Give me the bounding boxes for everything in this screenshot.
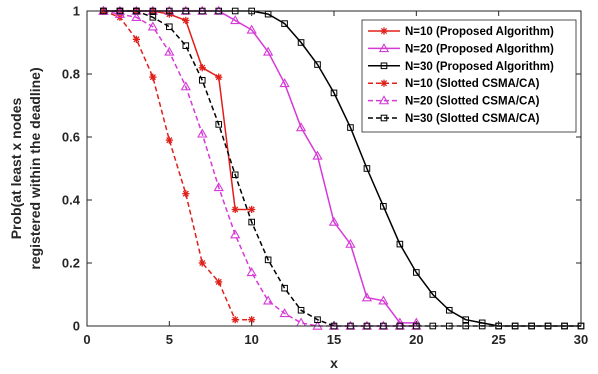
x-tick-label: 25 (491, 332, 505, 347)
x-tick-label: 20 (409, 332, 423, 347)
legend-label: N=10 (Proposed Algorithm) (405, 26, 554, 38)
legend-entry-3: N=30 (Proposed Algorithm) (368, 61, 554, 73)
data-point (215, 73, 223, 81)
data-point (345, 238, 356, 248)
data-point (165, 136, 173, 144)
legend-marker (380, 114, 388, 122)
data-point (131, 11, 142, 22)
data-point (149, 14, 157, 21)
legend-entry-1: N=10 (Proposed Algorithm) (368, 26, 554, 38)
legend-entry-2: N=20 (Proposed Algorithm) (368, 43, 554, 55)
data-point (380, 203, 387, 210)
data-point (166, 23, 173, 31)
data-point (182, 190, 190, 198)
data-point (297, 306, 305, 314)
data-point (230, 229, 241, 239)
data-point (149, 73, 157, 81)
legend-entry-6: N=30 (Slotted CSMA/CA) (368, 113, 540, 125)
y-tick-label: 0.6 (62, 130, 80, 145)
data-point (328, 216, 340, 226)
legend-label: N=30 (Slotted CSMA/CA) (405, 113, 540, 125)
y-tick-label: 0.8 (62, 67, 80, 82)
legend-entry-4: N=10 (Slotted CSMA/CA) (368, 78, 540, 90)
y-tick-label: 0.4 (62, 193, 81, 208)
x-axis-label: x (330, 355, 338, 371)
axes-layer: 0 5 10 15 20 25 30 0 0.2 0.4 0.6 0.8 1 x Prob(at least… (8, 4, 588, 372)
data-point (312, 150, 323, 160)
data-point (312, 320, 323, 330)
data-point (231, 316, 239, 324)
data-point (215, 121, 223, 128)
data-point (198, 259, 206, 267)
data-point (445, 306, 453, 314)
data-point (231, 171, 239, 179)
data-point (215, 278, 223, 286)
legend-label: N=10 (Slotted CSMA/CA) (405, 78, 540, 90)
data-point (147, 21, 159, 31)
data-point (262, 46, 274, 56)
x-tick-label: 5 (166, 332, 173, 347)
y-axis-label-line-2: registered within the deadline) (27, 67, 43, 269)
data-point (314, 316, 321, 323)
y-axis-label-line-1: Prob(at least x nodes (8, 97, 24, 239)
legend-label: N=20 (Proposed Algorithm) (405, 43, 554, 55)
legend-box (361, 19, 577, 133)
legend-marker (380, 27, 388, 35)
data-point (363, 165, 371, 172)
data-point (262, 295, 274, 305)
data-point (248, 205, 256, 214)
x-tick-label: 30 (574, 332, 588, 347)
legend-marker (378, 95, 390, 105)
data-point (180, 81, 191, 91)
data-point (198, 64, 206, 72)
y-tick-label: 0 (73, 319, 80, 334)
series-line (103, 10, 252, 321)
x-tick-label: 15 (327, 332, 341, 347)
data-point (231, 205, 239, 214)
data-point (246, 24, 257, 34)
legend: N=10 (Proposed Algorithm) N=20 (Proposed … (361, 19, 577, 133)
data-point (198, 77, 206, 84)
y-tick-label: 1 (73, 4, 80, 19)
data-point (314, 61, 321, 68)
data-point (248, 316, 256, 324)
data-point (330, 89, 338, 97)
data-point (230, 15, 241, 25)
data-point (396, 240, 404, 248)
data-point (213, 182, 224, 192)
data-point (295, 122, 307, 132)
data-point (248, 218, 255, 226)
data-point (297, 39, 305, 46)
legend-marker (378, 43, 390, 53)
data-point (279, 78, 290, 88)
data-point (413, 269, 420, 276)
legend-marker (380, 79, 388, 87)
data-point (281, 284, 288, 292)
data-point (361, 292, 373, 302)
data-point (164, 46, 175, 56)
data-point (279, 308, 290, 318)
data-point (347, 124, 354, 131)
data-point (182, 42, 190, 49)
legend-marker (380, 62, 388, 70)
x-tick-label: 10 (244, 332, 258, 347)
data-point (378, 295, 389, 305)
y-tick-label: 0.2 (62, 256, 80, 271)
data-point (462, 316, 470, 323)
data-point (182, 16, 190, 25)
series-4 (99, 7, 256, 324)
data-point (132, 35, 140, 43)
data-point (281, 20, 288, 27)
data-point (197, 128, 208, 138)
data-point (429, 291, 437, 298)
data-point (246, 267, 257, 277)
legend-label: N=20 (Slotted CSMA/CA) (405, 96, 540, 108)
x-tick-label: 0 (83, 332, 90, 347)
legend-entry-5: N=20 (Slotted CSMA/CA) (368, 95, 540, 108)
series-line (103, 10, 417, 327)
legend-label: N=30 (Proposed Algorithm) (405, 61, 554, 73)
data-point (264, 256, 272, 264)
